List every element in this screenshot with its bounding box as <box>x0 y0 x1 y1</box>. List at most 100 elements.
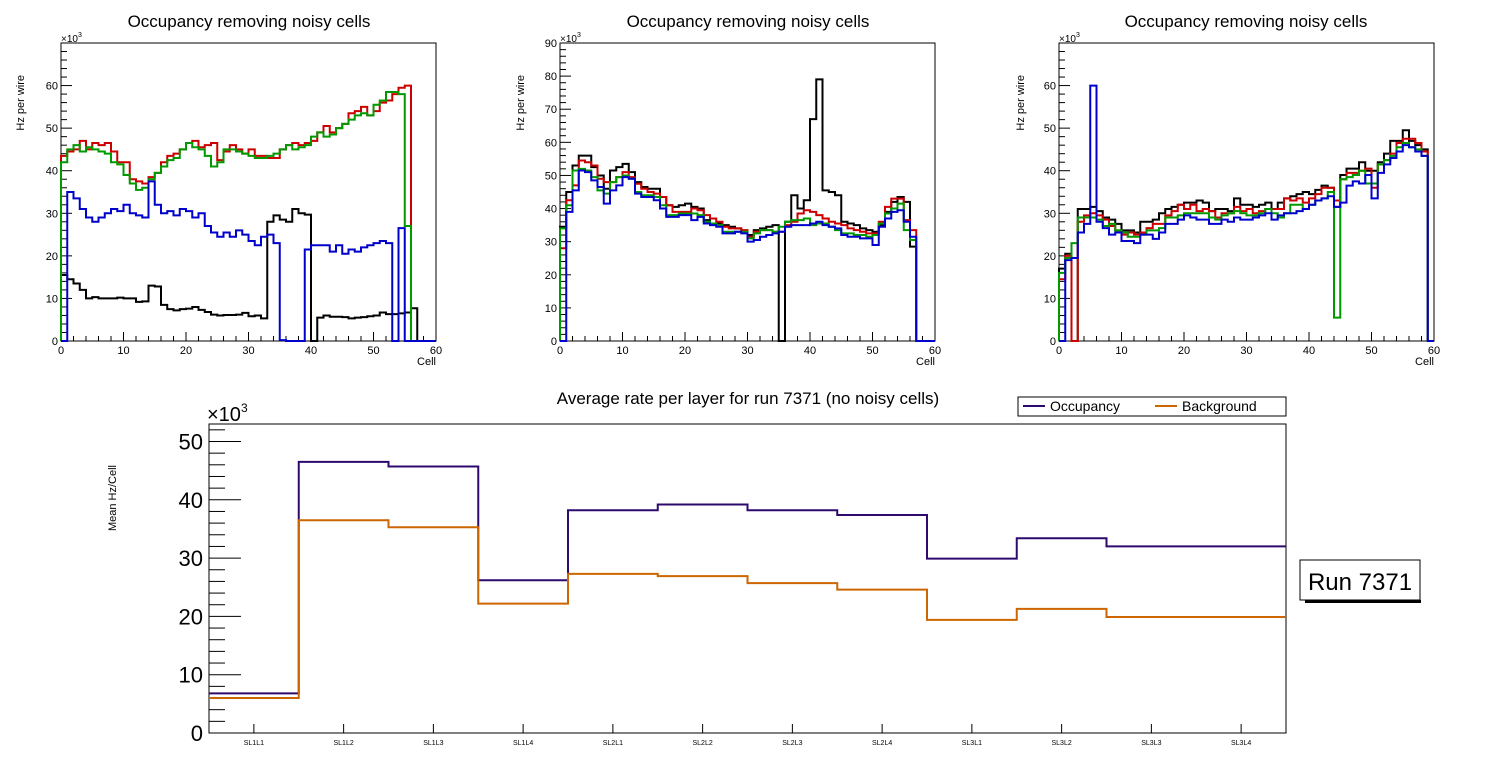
y-tick-label: 30 <box>1044 208 1056 220</box>
x-tick-label: 10 <box>1115 345 1127 357</box>
y-tick-label: 0 <box>1050 336 1056 348</box>
y-tick-label: 20 <box>46 251 58 263</box>
x-tick-label: 50 <box>1365 345 1377 357</box>
x-tick-label: 20 <box>679 345 691 357</box>
x-tick-label: 10 <box>117 345 129 357</box>
y-multiplier: ×103 <box>61 32 82 45</box>
y-tick-label: 20 <box>545 270 557 282</box>
x-tick-label: SL1L2 <box>334 740 354 747</box>
series-blue <box>61 180 436 342</box>
x-tick-label: 30 <box>1240 345 1252 357</box>
x-tick-label: SL2L3 <box>782 740 802 747</box>
x-tick-label: SL2L2 <box>693 740 713 747</box>
y-tick-label: 0 <box>52 336 58 348</box>
x-tick-label: 30 <box>741 345 753 357</box>
x-tick-label: SL2L1 <box>603 740 623 747</box>
y-tick-label: 60 <box>545 137 557 149</box>
series-blue <box>560 169 935 342</box>
y-tick-label: 50 <box>179 429 203 454</box>
y-tick-label: 40 <box>46 166 58 178</box>
x-tick-label: SL3L3 <box>1141 740 1161 747</box>
x-axis-label: Cell <box>1415 356 1434 368</box>
y-tick-label: 20 <box>179 604 203 629</box>
x-tick-label: 60 <box>929 345 941 357</box>
legend: Occupancy Background <box>1017 396 1287 417</box>
chart-panel-3: Occupancy removing noisy cells Hz per wir… <box>1015 12 1440 368</box>
y-tick-label: 10 <box>179 663 203 688</box>
x-tick-label: 50 <box>367 345 379 357</box>
x-tick-label: SL1L1 <box>244 740 264 747</box>
series-green <box>60 90 436 342</box>
y-tick-label: 10 <box>545 303 557 315</box>
series-blue <box>1059 84 1434 342</box>
y-tick-label: 60 <box>1044 81 1056 93</box>
x-tick-label: SL3L2 <box>1052 740 1072 747</box>
plot-frame <box>559 42 936 342</box>
y-tick-label: 10 <box>46 293 58 305</box>
x-tick-label: 0 <box>557 345 563 357</box>
x-tick-label: 50 <box>866 345 878 357</box>
x-tick-label: 10 <box>616 345 628 357</box>
y-tick-label: 30 <box>545 237 557 249</box>
y-multiplier: ×103 <box>207 401 248 426</box>
y-tick-label: 40 <box>545 204 557 216</box>
chart-panel-4: Average rate per layer for run 7371 (no … <box>107 389 1421 747</box>
y-tick-label: 50 <box>1044 123 1056 135</box>
chart-title: Occupancy removing noisy cells <box>128 12 371 31</box>
chart-panel-1: Occupancy removing noisy cells Hz per wir… <box>15 12 442 368</box>
y-tick-label: 20 <box>1044 251 1056 263</box>
y-tick-label: 0 <box>551 336 557 348</box>
series-green <box>1058 142 1434 342</box>
chart-panel-2: Occupancy removing noisy cells Hz per wir… <box>515 12 941 368</box>
series-occupancy <box>209 460 1286 695</box>
run-label: Run 7371 <box>1308 569 1412 596</box>
legend-box <box>1017 396 1287 417</box>
y-axis-label: Hz per wire <box>515 75 527 131</box>
series-green <box>559 167 935 342</box>
chart-title: Average rate per layer for run 7371 (no … <box>557 389 939 408</box>
legend-label-background: Background <box>1182 398 1257 414</box>
y-tick-label: 0 <box>191 721 203 746</box>
x-tick-label: 30 <box>242 345 254 357</box>
series-background <box>209 519 1286 700</box>
x-tick-label: 0 <box>1056 345 1062 357</box>
x-tick-label: 40 <box>804 345 816 357</box>
x-tick-label: SL3L1 <box>962 740 982 747</box>
chart-title: Occupancy removing noisy cells <box>1125 12 1368 31</box>
x-tick-label: 40 <box>305 345 317 357</box>
y-axis-label: Hz per wire <box>15 75 27 131</box>
y-tick-label: 80 <box>545 71 557 83</box>
y-tick-label: 30 <box>46 208 58 220</box>
legend-label-occupancy: Occupancy <box>1050 398 1120 414</box>
y-tick-label: 50 <box>545 170 557 182</box>
x-tick-label: SL2L4 <box>872 740 892 747</box>
x-tick-label: SL1L4 <box>513 740 533 747</box>
plot-frame <box>208 423 1287 734</box>
x-tick-label: 60 <box>1428 345 1440 357</box>
y-tick-label: 90 <box>545 38 557 50</box>
y-tick-label: 40 <box>179 488 203 513</box>
series-black <box>60 208 436 342</box>
y-axis-label: Mean Hz/Cell <box>107 465 119 531</box>
x-axis-label: Cell <box>916 356 935 368</box>
x-tick-label: SL1L3 <box>423 740 443 747</box>
plot-frame <box>60 42 437 342</box>
chart-title: Occupancy removing noisy cells <box>627 12 870 31</box>
series-black <box>559 78 935 342</box>
series-red <box>60 84 436 342</box>
y-axis-label: Hz per wire <box>1015 75 1027 131</box>
y-multiplier: ×103 <box>1059 32 1080 45</box>
x-tick-label: 40 <box>1303 345 1315 357</box>
y-multiplier: ×103 <box>560 32 581 45</box>
y-tick-label: 70 <box>545 104 557 116</box>
run-annotation: Run 7371 <box>1299 559 1421 603</box>
x-tick-label: 60 <box>430 345 442 357</box>
y-tick-label: 40 <box>1044 166 1056 178</box>
x-tick-label: SL3L4 <box>1231 740 1251 747</box>
x-tick-label: 20 <box>1178 345 1190 357</box>
y-tick-label: 50 <box>46 123 58 135</box>
x-axis-label: Cell <box>417 356 436 368</box>
y-tick-label: 60 <box>46 81 58 93</box>
series-black <box>1058 129 1434 342</box>
